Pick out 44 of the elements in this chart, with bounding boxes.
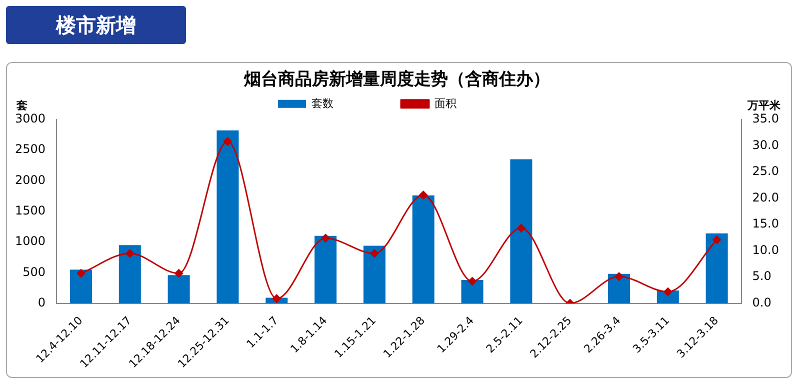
bar [461, 280, 484, 304]
point [664, 288, 672, 296]
y2-tick-label: 20.0 [752, 190, 779, 204]
y-tick-label: 500 [22, 264, 46, 279]
y-tick-label: 1000 [14, 234, 46, 248]
bar [314, 236, 337, 304]
y-tick-label: 2500 [14, 142, 46, 156]
point [174, 269, 184, 278]
point [712, 235, 722, 244]
point [419, 190, 428, 200]
y2-tick-label: 15.0 [752, 216, 779, 231]
point [126, 249, 134, 258]
legend-label: 面积 [434, 96, 516, 110]
y2-tick-label: 0.0 [752, 295, 772, 310]
point [321, 234, 330, 242]
text: 楼市新增 [6, 6, 186, 44]
y-tick-label: 2000 [14, 172, 46, 187]
y2-tick-label: 30.0 [752, 138, 779, 152]
point [614, 272, 624, 281]
bar [412, 195, 434, 304]
y-tick-label: 0 [38, 295, 46, 310]
bar [216, 130, 239, 304]
bar [363, 246, 386, 304]
chart-title: 烟台商品房新增量周度走势（含商住办） [243, 70, 550, 90]
y-axis-title: 套 [16, 98, 28, 112]
bar [168, 275, 190, 304]
point [370, 249, 379, 258]
y2-tick-label: 25.0 [752, 164, 779, 178]
legend-label: 套数 [312, 96, 394, 110]
bar [70, 270, 92, 304]
bar [118, 245, 141, 304]
bar [706, 233, 728, 304]
y2-axis-title: 万平米 [746, 98, 782, 112]
point [76, 269, 86, 278]
y-tick-label: 1500 [14, 203, 46, 218]
y-tick-label: 3000 [14, 112, 46, 126]
y2-tick-label: 10.0 [752, 242, 779, 257]
point [468, 277, 477, 286]
point [516, 224, 526, 232]
bar [510, 159, 532, 304]
y2-tick-label: 35.0 [752, 112, 779, 126]
point [223, 137, 232, 146]
point [272, 294, 281, 303]
y2-tick-label: 5.0 [752, 269, 772, 284]
